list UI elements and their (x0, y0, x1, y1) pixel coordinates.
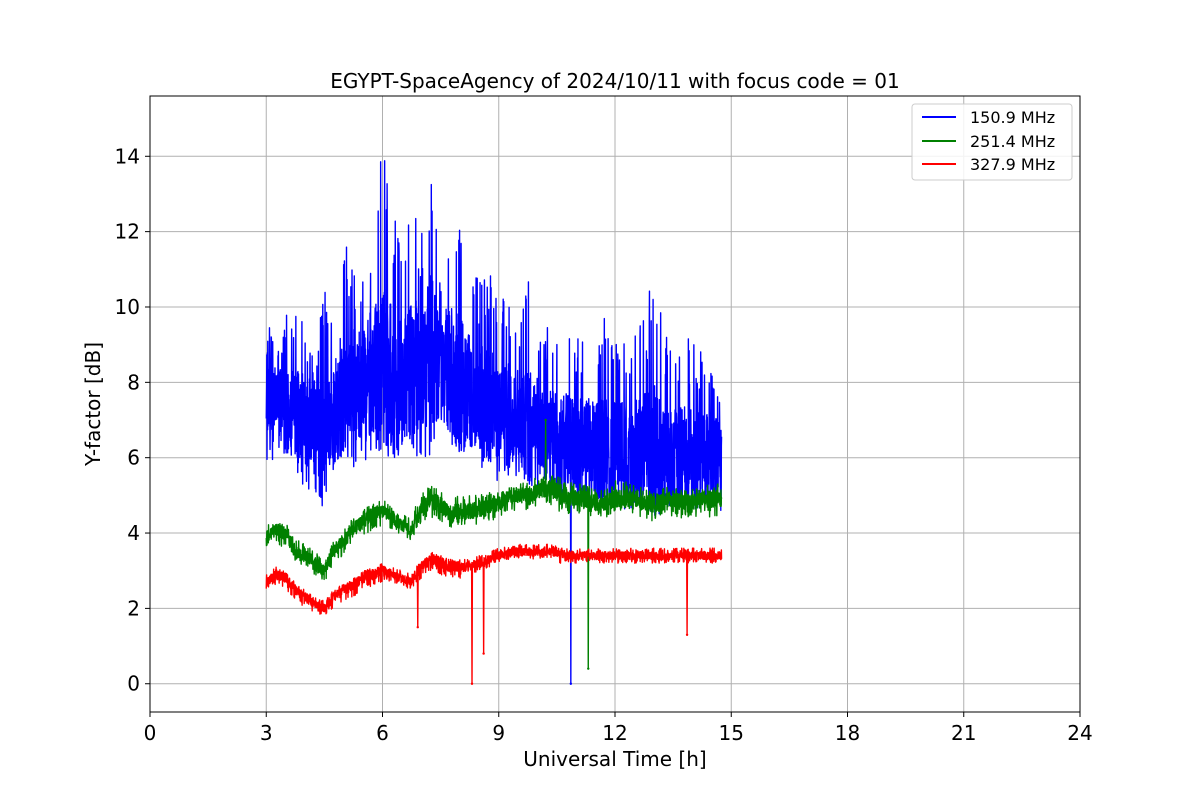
spike-point (544, 418, 547, 422)
legend: 150.9 MHz 251.4 MHz 327.9 MHz (911, 103, 1073, 181)
y-axis-label: Y-factor [dB] (81, 342, 105, 467)
y-tick-label: 2 (127, 596, 140, 620)
spike-point (685, 633, 689, 636)
legend-label-251-4-mhz: 251.4 MHz (970, 132, 1055, 151)
y-axis-ticks: 0 2 4 6 8 10 12 14 (115, 144, 150, 696)
x-tick-label: 12 (602, 721, 627, 745)
plot-area (265, 160, 723, 685)
y-tick-label: 0 (127, 672, 140, 696)
y-tick-label: 8 (127, 370, 140, 394)
series-line-150-9-mhz (265, 160, 723, 685)
series-line-327-9-mhz (265, 543, 723, 685)
y-tick-label: 4 (127, 521, 140, 545)
y-tick-label: 14 (115, 144, 140, 168)
x-tick-label: 0 (144, 721, 157, 745)
y-tick-label: 6 (127, 446, 140, 470)
x-tick-label: 6 (376, 721, 389, 745)
spike-point (569, 682, 573, 685)
x-tick-label: 21 (951, 721, 976, 745)
x-tick-label: 9 (492, 721, 505, 745)
x-axis-ticks: 0 3 6 9 12 15 18 21 24 (144, 712, 1093, 745)
y-tick-label: 12 (115, 220, 140, 244)
spike-point (587, 667, 590, 670)
spike-point (482, 652, 485, 655)
legend-label-327-9-mhz: 327.9 MHz (970, 155, 1055, 174)
x-tick-label: 18 (835, 721, 860, 745)
x-tick-label: 3 (260, 721, 273, 745)
chart-title: EGYPT-SpaceAgency of 2024/10/11 with foc… (330, 69, 899, 93)
y-tick-label: 10 (115, 295, 140, 319)
legend-label-150-9-mhz: 150.9 MHz (970, 108, 1055, 127)
legend-box (911, 103, 1073, 181)
spike-point (416, 626, 419, 629)
x-axis-label: Universal Time [h] (523, 747, 706, 771)
x-tick-label: 24 (1067, 721, 1092, 745)
spike-point (470, 682, 474, 685)
x-tick-label: 15 (719, 721, 744, 745)
